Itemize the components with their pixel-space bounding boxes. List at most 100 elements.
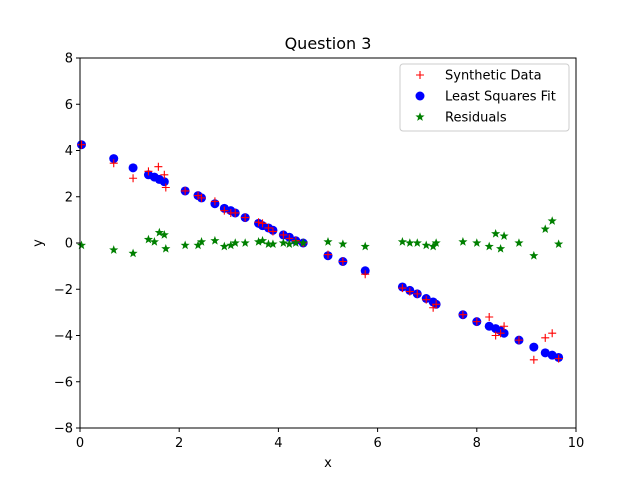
data-point: [554, 239, 564, 249]
x-tick-label: 10: [568, 436, 585, 451]
data-point: [149, 237, 159, 246]
data-point: [499, 231, 509, 240]
data-point: [268, 239, 278, 249]
legend-marker: [416, 71, 424, 79]
data-point: [496, 243, 506, 253]
x-tick-label: 4: [274, 436, 282, 451]
data-point: [398, 284, 407, 293]
data-point: [144, 167, 153, 176]
data-point: [161, 183, 170, 192]
data-point: [529, 355, 538, 364]
data-point: [159, 230, 169, 239]
data-point: [405, 238, 415, 247]
data-point: [529, 250, 539, 260]
data-point: [421, 240, 431, 250]
data-point: [548, 329, 557, 338]
data-point: [220, 206, 229, 215]
data-point: [129, 174, 138, 183]
data-point: [458, 310, 467, 319]
y-tick-label: 6: [65, 98, 73, 113]
legend: Synthetic Data Least Squares Fit Residuals: [399, 63, 570, 132]
data-point: [109, 245, 119, 254]
data-point: [554, 354, 563, 363]
data-point: [210, 197, 219, 206]
x-tick-label: 0: [76, 436, 84, 451]
data-point: [159, 177, 169, 187]
y-tick-label: −6: [54, 375, 73, 390]
data-point: [291, 238, 301, 247]
data-point: [240, 238, 250, 247]
data-point: [128, 248, 138, 258]
data-point: [226, 240, 236, 250]
data-point: [472, 238, 482, 247]
data-point: [193, 240, 203, 250]
data-point: [257, 235, 268, 245]
data-point: [324, 250, 332, 259]
y-tick-label: 2: [65, 190, 73, 205]
data-point: [484, 241, 494, 251]
y-tick-label: −2: [54, 283, 73, 298]
data-point: [181, 186, 190, 195]
x-tick-label: 8: [473, 436, 481, 451]
series-least-squares-fit: [76, 140, 564, 362]
data-point: [472, 317, 481, 326]
data-point: [431, 238, 441, 247]
data-point: [109, 154, 119, 164]
x-tick-label: 2: [175, 436, 183, 451]
data-point: [338, 257, 347, 266]
data-point: [413, 289, 422, 298]
data-point: [361, 270, 370, 279]
data-point: [428, 241, 438, 251]
data-point: [491, 331, 500, 340]
data-point: [196, 237, 207, 246]
data-point: [541, 333, 550, 342]
series-residuals: [76, 216, 564, 260]
data-point: [540, 348, 550, 358]
data-point: [161, 243, 171, 253]
data-point: [253, 237, 264, 246]
data-point: [197, 193, 206, 202]
data-point: [422, 295, 431, 304]
data-point: [254, 218, 263, 227]
legend-marker: [415, 91, 425, 101]
data-point: [338, 239, 348, 249]
data-layer: [76, 140, 564, 364]
data-point: [540, 224, 550, 234]
x-axis-label: x: [324, 456, 332, 471]
data-point: [210, 235, 220, 245]
y-axis-label: y: [31, 239, 46, 247]
data-point: [109, 159, 118, 168]
data-point: [241, 213, 250, 222]
data-point: [500, 322, 509, 331]
data-point: [284, 239, 294, 249]
data-point: [412, 238, 422, 247]
legend-label: Synthetic Data: [445, 69, 542, 84]
legend-box: [399, 63, 570, 132]
data-point: [278, 238, 288, 247]
x-axis: 0 2 4 6 8 10: [76, 428, 584, 451]
data-point: [154, 227, 164, 237]
data-point: [514, 336, 523, 345]
data-point: [360, 241, 370, 251]
data-point: [231, 208, 240, 217]
data-point: [529, 342, 539, 352]
data-point: [496, 329, 505, 338]
y-tick-label: 0: [65, 237, 73, 252]
data-point: [230, 238, 240, 247]
data-point: [264, 223, 273, 232]
data-point: [143, 234, 154, 244]
data-point: [128, 163, 138, 173]
data-point: [432, 300, 441, 309]
data-point: [77, 140, 86, 149]
data-point: [491, 228, 501, 238]
chart-title: Question 3: [285, 34, 372, 53]
y-tick-label: 4: [65, 144, 73, 159]
data-point: [76, 240, 87, 250]
x-tick-label: 6: [373, 436, 381, 451]
data-point: [323, 237, 333, 246]
data-point: [485, 313, 494, 321]
data-point: [279, 230, 288, 239]
data-point: [397, 237, 407, 246]
y-tick-label: 8: [65, 52, 73, 67]
data-point: [180, 240, 190, 250]
